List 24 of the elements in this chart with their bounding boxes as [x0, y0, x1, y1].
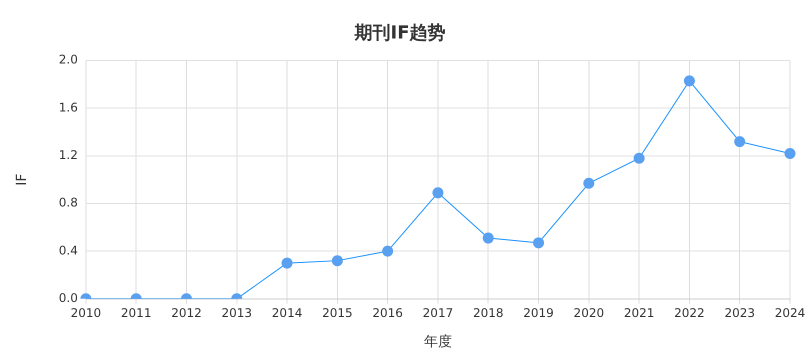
- x-tick-label: 2021: [624, 306, 654, 320]
- x-tick-label: 2011: [120, 306, 152, 320]
- y-tick-label: 1.6: [58, 100, 78, 114]
- x-tick-label: 2010: [70, 306, 102, 320]
- y-tick-label: 2.0: [58, 52, 78, 67]
- chart-title: 期刊IF趋势: [354, 22, 446, 44]
- x-tick-label: 2020: [574, 306, 604, 320]
- x-tick-label: 2022: [674, 306, 705, 320]
- x-tick-label: 2023: [724, 306, 755, 320]
- y-tick-label: 1.2: [58, 148, 78, 162]
- x-tick-label: 2012: [171, 306, 202, 320]
- y-tick-label: 0.0: [58, 290, 78, 305]
- x-tick-label: 2018: [472, 306, 504, 320]
- y-tick-label: 0.8: [58, 196, 78, 210]
- x-tick-label: 2017: [422, 306, 454, 320]
- x-tick-label: 2015: [322, 306, 353, 320]
- x-tick-label: 2019: [523, 306, 554, 320]
- y-tick-label: 0.4: [58, 243, 78, 258]
- x-tick-label: 2013: [221, 306, 252, 320]
- y-axis-title: IF: [14, 174, 30, 186]
- x-axis-title: 年度: [424, 334, 452, 350]
- x-tick-label: 2016: [372, 306, 403, 320]
- x-tick-label: 2024: [774, 306, 806, 320]
- x-tick-label: 2014: [272, 306, 302, 320]
